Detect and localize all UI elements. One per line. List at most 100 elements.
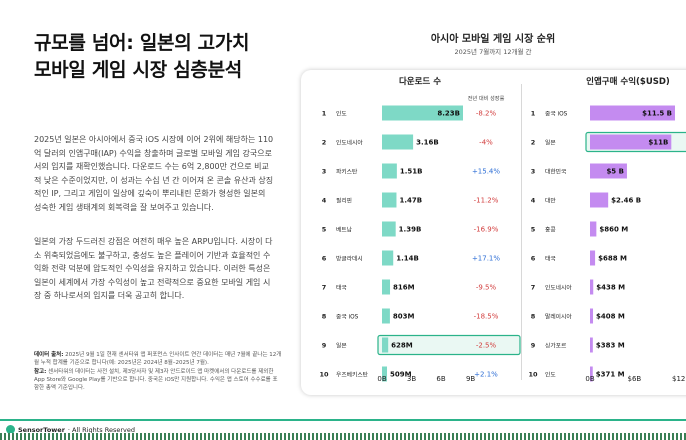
- source-note: 데이터 출처: 2025년 9월 1일 현재 센서타워 앱 퍼포먼스 인사이트 …: [34, 351, 282, 368]
- iap-bar: [590, 192, 609, 208]
- iap-rank-label: 3: [531, 168, 536, 176]
- sensortower-logo-icon: [6, 425, 15, 434]
- downloads-bar: [382, 250, 394, 266]
- article-title: 규모를 넘어: 일본의 고가치 모바일 게임 시장 심층분석: [34, 32, 250, 81]
- iap-x-tick-label: $12: [672, 375, 685, 383]
- source-text: 2025년 9월 1일 현재 센서타워 앱 퍼포먼스 인사이트 연간 데이터는 …: [34, 352, 282, 367]
- downloads-yoy-label: -2.5%: [476, 342, 497, 350]
- ranking-chart: 다운로드 수전년 대비 성장률 1 인도 8.23B -8.2% 2 인도네시아 3.16B -…: [319, 76, 686, 383]
- iap-value-label: $438 M: [596, 284, 625, 292]
- iap-rank-label: 6: [531, 255, 536, 263]
- downloads-value-label: 1.47B: [399, 197, 422, 205]
- downloads-category-label: 우즈베키스탄: [336, 371, 369, 379]
- iap-bar: [590, 308, 594, 324]
- article-paragraph-1: 2025년 일본은 아시아에서 중국 iOS 시장에 이어 2위에 해당하는 1…: [34, 135, 274, 212]
- downloads-yoy-label: +2.1%: [474, 371, 498, 379]
- iap-category-label: 홍콩: [545, 226, 556, 234]
- downloads-value-label: 1.39B: [399, 226, 422, 234]
- iap-rank-label: 1: [531, 110, 536, 118]
- iap-rank-label: 8: [531, 313, 536, 321]
- downloads-rank-label: 2: [322, 139, 327, 147]
- downloads-x-tick-label: 6B: [436, 375, 445, 383]
- downloads-value-label: 509M: [390, 371, 412, 379]
- downloads-yoy-label: -18.5%: [474, 313, 499, 321]
- downloads-yoy-label: +17.1%: [472, 255, 500, 263]
- iap-rank-label: 7: [531, 284, 536, 292]
- downloads-category-label: 인도네시아: [336, 139, 363, 147]
- iap-value-label: $2.46 B: [611, 197, 641, 205]
- downloads-bar: [382, 366, 388, 382]
- iap-rank-label: 5: [531, 226, 536, 234]
- downloads-rank-label: 5: [322, 226, 327, 234]
- iap-category-label: 중국 iOS: [545, 111, 568, 118]
- downloads-x-tick-label: 9B: [466, 375, 475, 383]
- downloads-bar: [382, 337, 389, 353]
- iap-bar: [590, 105, 675, 121]
- downloads-yoy-label: -4%: [479, 139, 493, 147]
- downloads-rank-label: 10: [319, 371, 329, 379]
- iap-bar: [590, 221, 597, 237]
- footer-accent-line: [0, 419, 686, 421]
- iap-category-label: 일본: [545, 139, 556, 147]
- chart-main-title: 아시아 모바일 게임 시장 순위: [430, 34, 556, 45]
- chart-subtitle: 2025년 7월까지 12개월 간: [454, 48, 532, 56]
- iap-bar: [590, 366, 593, 382]
- downloads-rank-label: 8: [322, 313, 327, 321]
- iap-category-label: 대만: [545, 197, 556, 205]
- iap-value-label: $408 M: [596, 313, 625, 321]
- panel-divider: [521, 84, 522, 380]
- downloads-category-label: 일본: [336, 342, 347, 350]
- downloads-panel-title: 다운로드 수: [399, 76, 441, 87]
- downloads-category-label: 중국 iOS: [336, 314, 359, 321]
- downloads-x-tick-label: 0B: [377, 375, 386, 383]
- iap-rank-label: 4: [531, 197, 536, 205]
- rights-text: · All Rights Reserved: [67, 425, 136, 434]
- iap-bar: [590, 163, 627, 179]
- downloads-rank-label: 3: [322, 168, 327, 176]
- iap-value-label: $371 M: [596, 371, 625, 379]
- reference-label: 참고:: [34, 368, 47, 375]
- iap-bar: [590, 250, 596, 266]
- article-paragraph-2: 일본의 가장 두드러진 강점은 여전히 매우 높은 ARPU입니다. 시장이 다…: [34, 237, 273, 301]
- iap-rank-label: 9: [531, 342, 536, 350]
- downloads-yoy-label: -16.9%: [474, 226, 499, 234]
- downloads-value-label: 1.51B: [400, 168, 423, 176]
- downloads-yoy-label: -8.2%: [476, 110, 497, 118]
- downloads-category-label: 인도: [336, 111, 347, 118]
- downloads-yoy-label: -11.2%: [474, 197, 499, 205]
- downloads-value-label: 803M: [393, 313, 415, 321]
- iap-category-label: 싱가포르: [545, 342, 567, 350]
- downloads-bar: [382, 163, 397, 179]
- iap-x-tick-label: 0B: [585, 375, 594, 383]
- iap-category-label: 대한민국: [545, 168, 567, 176]
- iap-value-label: $11.5 B: [642, 110, 672, 118]
- iap-value-label: $383 M: [596, 342, 625, 350]
- downloads-rank-label: 1: [322, 110, 327, 118]
- iap-x-tick-label: $6B: [627, 375, 641, 383]
- iap-rank-label: 2: [531, 139, 536, 147]
- downloads-category-label: 파키스탄: [336, 168, 358, 176]
- downloads-value-label: 628M: [391, 342, 413, 350]
- downloads-category-label: 필리핀: [336, 197, 352, 205]
- downloads-yoy-label: +15.4%: [472, 168, 500, 176]
- downloads-rank-label: 7: [322, 284, 327, 292]
- iap-value-label: $860 M: [599, 226, 628, 234]
- iap-value-label: $11B: [648, 139, 668, 147]
- iap-category-label: 인도네시아: [545, 284, 572, 292]
- iap-bar: [590, 134, 672, 150]
- downloads-rank-label: 4: [322, 197, 327, 205]
- source-label: 데이터 출처:: [34, 352, 64, 358]
- downloads-bar: [382, 221, 396, 237]
- reference-note: 참고: 센서타워의 데이터는 사전 설치, 제3당사자 및 제3자 안드로이드 …: [34, 368, 282, 393]
- footer-brand: SensorTower · All Rights Reserved: [6, 425, 135, 434]
- downloads-change-header: 전년 대비 성장률: [468, 94, 505, 102]
- downloads-value-label: 1.14B: [396, 255, 419, 263]
- iap-category-label: 말레이시아: [545, 313, 572, 321]
- downloads-bar: [382, 279, 391, 295]
- downloads-value-label: 8.23B: [437, 110, 460, 118]
- downloads-category-label: 태국: [336, 284, 347, 292]
- downloads-value-label: 816M: [393, 284, 415, 292]
- footer: SensorTower · All Rights Reserved: [0, 419, 686, 440]
- downloads-category-label: 방글라데시: [336, 255, 363, 263]
- downloads-rank-label: 9: [322, 342, 327, 350]
